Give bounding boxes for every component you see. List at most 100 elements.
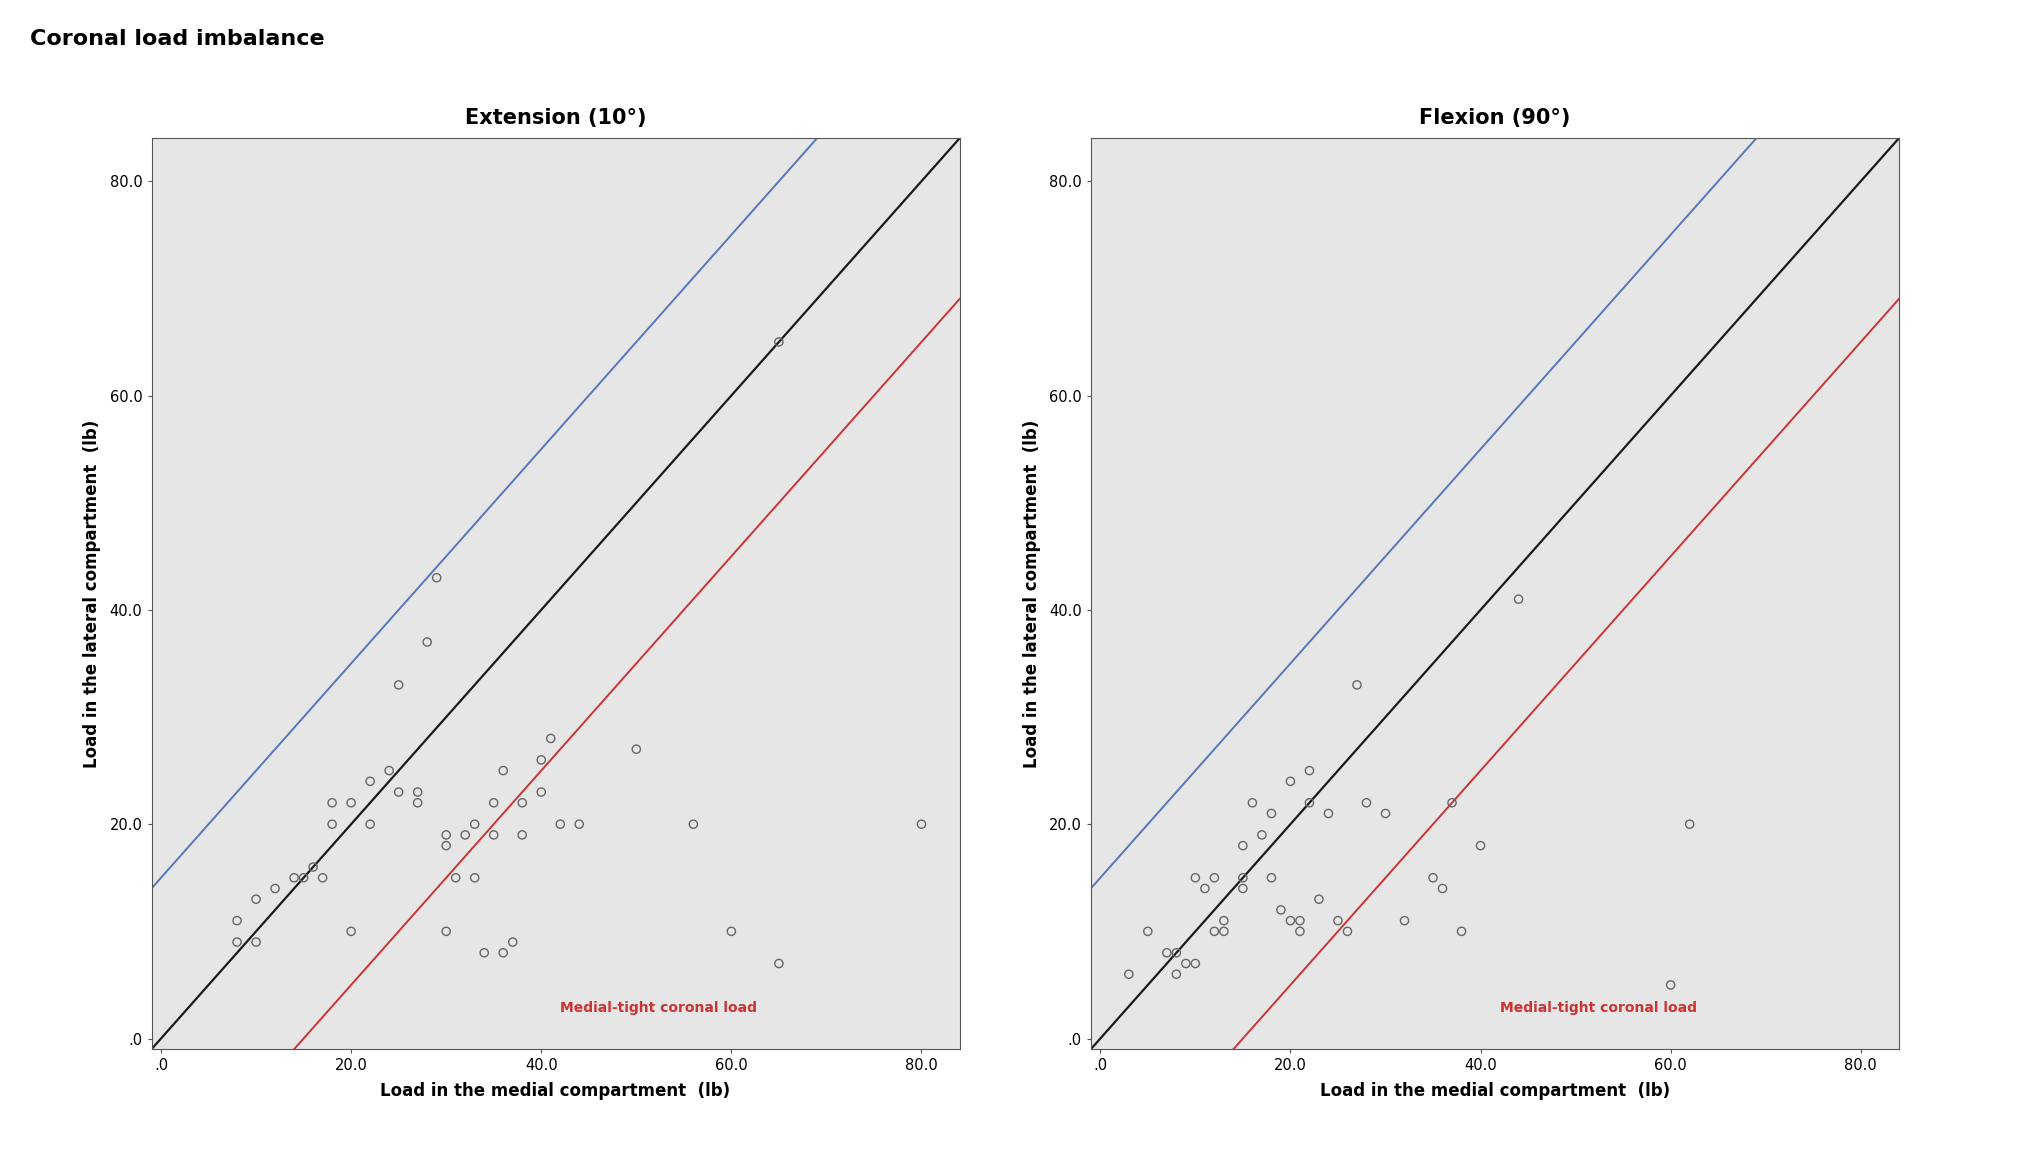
- Point: [335, 922, 368, 941]
- Point: [1416, 868, 1448, 887]
- Point: [1131, 922, 1164, 941]
- Point: [1285, 922, 1317, 941]
- Point: [402, 783, 434, 801]
- Point: [279, 868, 311, 887]
- Point: [459, 815, 491, 834]
- Point: [1265, 900, 1297, 919]
- Point: [715, 922, 747, 941]
- Point: [1170, 955, 1202, 973]
- Point: [1254, 805, 1287, 823]
- Point: [448, 826, 481, 844]
- Point: [430, 826, 463, 844]
- Point: [354, 815, 386, 834]
- Point: [220, 911, 252, 929]
- Point: [1293, 761, 1325, 779]
- Point: [477, 793, 509, 812]
- Y-axis label: Load in the lateral compartment  (lb): Load in the lateral compartment (lb): [83, 420, 101, 768]
- Point: [1254, 868, 1287, 887]
- Point: [1159, 965, 1192, 984]
- Point: [1293, 793, 1325, 812]
- Point: [1303, 890, 1335, 909]
- Point: [507, 793, 539, 812]
- Point: [905, 815, 937, 834]
- Point: [297, 858, 329, 876]
- Point: [1180, 955, 1212, 973]
- Text: Coronal load imbalance: Coronal load imbalance: [30, 29, 325, 48]
- Point: [535, 729, 568, 747]
- Point: [1654, 975, 1687, 994]
- Point: [764, 955, 796, 973]
- Point: [1151, 943, 1184, 962]
- Point: [335, 793, 368, 812]
- Point: [1370, 805, 1402, 823]
- Title: Extension (10°): Extension (10°): [465, 108, 646, 128]
- Point: [315, 793, 347, 812]
- Text: Medial-tight coronal load: Medial-tight coronal load: [1499, 1001, 1697, 1015]
- Point: [430, 922, 463, 941]
- Point: [1180, 868, 1212, 887]
- Point: [307, 868, 339, 887]
- Point: [1388, 911, 1420, 929]
- Point: [1321, 911, 1353, 929]
- Point: [764, 333, 796, 352]
- Point: [497, 933, 529, 951]
- Point: [1208, 911, 1240, 929]
- Point: [525, 751, 558, 769]
- Point: [1446, 922, 1479, 941]
- Point: [1464, 836, 1497, 854]
- Title: Flexion (90°): Flexion (90°): [1420, 108, 1570, 128]
- Point: [1226, 868, 1258, 887]
- Point: [410, 633, 442, 651]
- Point: [1226, 880, 1258, 898]
- Point: [1275, 773, 1307, 791]
- Point: [1331, 922, 1364, 941]
- Point: [430, 836, 463, 854]
- Point: [354, 773, 386, 791]
- Point: [240, 933, 273, 951]
- Point: [487, 761, 519, 779]
- Point: [402, 793, 434, 812]
- Point: [1236, 793, 1269, 812]
- Point: [1198, 868, 1230, 887]
- Point: [1673, 815, 1705, 834]
- Point: [620, 740, 652, 759]
- Point: [259, 880, 291, 898]
- Point: [507, 826, 539, 844]
- Point: [287, 868, 319, 887]
- Point: [374, 761, 406, 779]
- Point: [564, 815, 596, 834]
- Point: [1159, 943, 1192, 962]
- Point: [677, 815, 709, 834]
- Point: [1349, 793, 1382, 812]
- Point: [420, 568, 452, 587]
- Point: [1313, 805, 1345, 823]
- Text: Medial-tight coronal load: Medial-tight coronal load: [560, 1001, 758, 1015]
- Point: [477, 826, 509, 844]
- Point: [382, 676, 414, 694]
- Point: [525, 783, 558, 801]
- Point: [1503, 590, 1535, 609]
- Point: [543, 815, 576, 834]
- Point: [240, 890, 273, 909]
- X-axis label: Load in the medial compartment  (lb): Load in the medial compartment (lb): [1319, 1082, 1671, 1100]
- Point: [1426, 880, 1458, 898]
- Point: [1226, 836, 1258, 854]
- Point: [469, 943, 501, 962]
- Point: [459, 868, 491, 887]
- Point: [1246, 826, 1279, 844]
- Point: [1188, 880, 1220, 898]
- Point: [1341, 676, 1374, 694]
- Point: [1436, 793, 1469, 812]
- Point: [440, 868, 473, 887]
- X-axis label: Load in the medial compartment  (lb): Load in the medial compartment (lb): [380, 1082, 731, 1100]
- Point: [1198, 922, 1230, 941]
- Point: [1285, 911, 1317, 929]
- Point: [1113, 965, 1145, 984]
- Point: [487, 943, 519, 962]
- Point: [382, 783, 414, 801]
- Y-axis label: Load in the lateral compartment  (lb): Load in the lateral compartment (lb): [1022, 420, 1040, 768]
- Point: [315, 815, 347, 834]
- Point: [1208, 922, 1240, 941]
- Point: [220, 933, 252, 951]
- Point: [1275, 911, 1307, 929]
